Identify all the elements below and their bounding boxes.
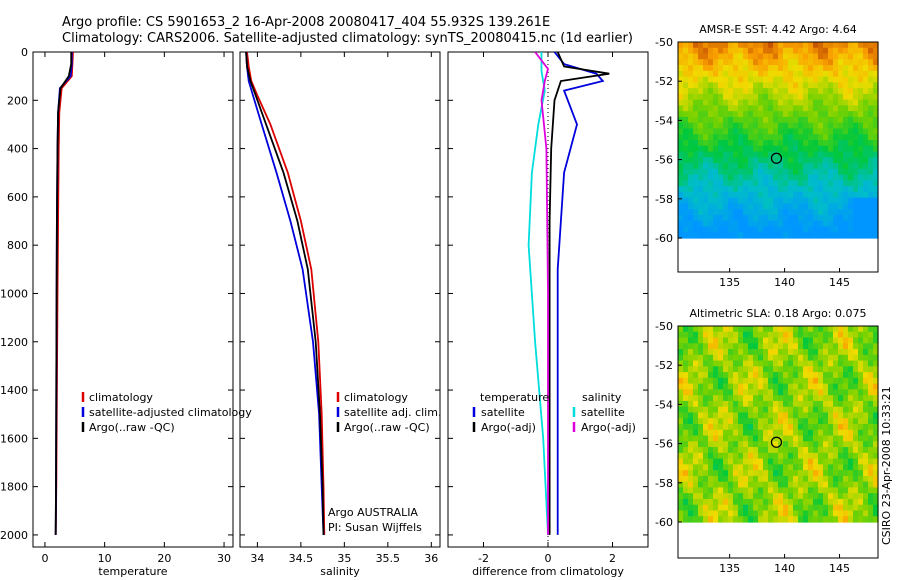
temperature-legend-label: satellite-adjusted climatology [89,406,252,419]
amsr-sst-map-frame [677,41,879,273]
series-line-temperature-argo-adj- [548,52,610,535]
amsr-sst-map-ytick-label: -60 [655,232,673,245]
altimetric-sla-map-ytick-label: -58 [655,477,673,490]
depth-tick-label: 2000 [0,529,28,542]
temperature-lines [54,52,74,535]
amsr-sst-map-heatmap-field [678,42,879,239]
temperature-xtick-label: 0 [41,552,48,565]
difference-xtick-label: 2 [609,552,616,565]
depth-tick-label: 1000 [0,287,28,300]
panel-salinity: 34 34.5 35 35.5 36 salinity climatology satelli… [239,51,441,578]
figure-title-line1: Argo profile: CS 5901653_2 16-Apr-2008 2… [62,15,550,30]
amsr-sst-map-ytick-label: -50 [655,36,673,49]
depth-tick-label: 1600 [0,432,28,445]
salinity-xtick-label: 34.5 [289,552,314,565]
salinity-legend-label: climatology [344,391,408,404]
legend-title-temperature: temperature [480,391,549,404]
temperature-axes-frame [32,51,234,548]
amsr-sst-map-ytick-label: -52 [655,75,673,88]
altimetric-sla-map-heatmap-field [678,326,879,523]
salinity-legend-label: Argo(..raw -QC) [344,421,430,434]
depth-tick-label: 600 [7,191,28,204]
temperature-xtick-label: 10 [98,552,112,565]
diff-legend-label: satellite [581,406,625,419]
salinity-xtick-label: 35.5 [376,552,401,565]
altimetric-sla-map-float-position-marker [770,436,783,448]
salinity-legend-label: satellite adj. clim. [344,406,441,419]
amsr-sst-map-ytick-label: -58 [655,193,673,206]
series-line-argo-raw-qc- [54,52,73,535]
panel-temperature: 0 10 20 30 0 200 400 600 800 1000 1200 1400 1600 1800… [0,46,252,578]
altimetric-sla-map-ytick-label: -50 [655,320,673,333]
amsr-sst-map-xtick-label: 135 [719,276,740,289]
salinity-lines [245,52,326,535]
diff-legend-label: satellite [481,406,525,419]
salinity-xlabel: salinity [320,565,360,578]
series-line-salinity-argo-adj- [534,52,549,535]
salinity-xtick-label: 34 [250,552,264,565]
series-line-argo-raw-qc- [245,52,325,535]
altimetric-sla-map-ytick-label: -60 [655,516,673,529]
difference-xtick-label: -2 [478,552,489,565]
difference-lines [527,52,610,547]
depth-tick-label: 1200 [0,336,28,349]
panel-altimetric-sla-map: Altimetric SLA: 0.18 Argo: 0.075 135 140 14… [655,307,879,575]
altimetric-sla-map-ytick-label: -52 [655,359,673,372]
figure-title-line2: Climatology: CARS2006. Satellite-adjuste… [62,31,633,46]
legend-title-salinity: salinity [582,391,622,404]
timestamp-side-label: CSIRO 23-Apr-2008 10:33:21 [880,386,893,545]
annotation-float-owner: Argo AUSTRALIA [328,506,418,519]
difference-xlabel: difference from climatology [472,565,624,578]
amsr-sst-map-title: AMSR-E SST: 4.42 Argo: 4.64 [699,23,857,36]
depth-tick-label: 800 [7,239,28,252]
temperature-legend-label: Argo(..raw -QC) [89,421,175,434]
altimetric-sla-map-xtick-label: 140 [774,562,795,575]
temperature-xtick-label: 20 [157,552,171,565]
temperature-xlabel: temperature [98,565,167,578]
series-line-climatology [246,52,326,535]
altimetric-sla-map-xtick-label: 135 [719,562,740,575]
series-line-satellite-adj-clim- [245,52,325,535]
depth-tick-label: 200 [7,94,28,107]
amsr-sst-map-xtick-label: 145 [829,276,850,289]
salinity-xtick-label: 36 [424,552,438,565]
depth-tick-label: 1400 [0,384,28,397]
depth-tick-label: 400 [7,143,28,156]
annotation-pi: PI: Susan Wijffels [328,521,422,534]
amsr-sst-map-ytick-label: -54 [655,114,673,127]
series-line-temperature-satellite [553,52,605,535]
salinity-xtick-label: 35 [337,552,351,565]
depth-tick-label: 0 [21,46,28,59]
series-line-salinity-satellite [527,52,549,535]
temperature-xtick-label: 30 [217,552,231,565]
difference-xtick-label: 0 [545,552,552,565]
altimetric-sla-map-title: Altimetric SLA: 0.18 Argo: 0.075 [689,307,866,320]
amsr-sst-map-ytick-label: -56 [655,154,673,167]
depth-tick-label: 1800 [0,481,28,494]
salinity-axes-frame [239,51,441,548]
altimetric-sla-map-xtick-label: 145 [829,562,850,575]
panel-amsr-sst-map: AMSR-E SST: 4.42 Argo: 4.64 135 140 145 -50 -… [655,23,879,289]
amsr-sst-map-float-position-marker [770,152,783,164]
altimetric-sla-map-ytick-label: -56 [655,438,673,451]
diff-legend-label: Argo(-adj) [581,421,636,434]
amsr-sst-map-xtick-label: 140 [774,276,795,289]
diff-legend-label: Argo(-adj) [481,421,536,434]
temperature-legend-label: climatology [89,391,153,404]
altimetric-sla-map-frame [677,325,879,559]
altimetric-sla-map-ytick-label: -54 [655,398,673,411]
